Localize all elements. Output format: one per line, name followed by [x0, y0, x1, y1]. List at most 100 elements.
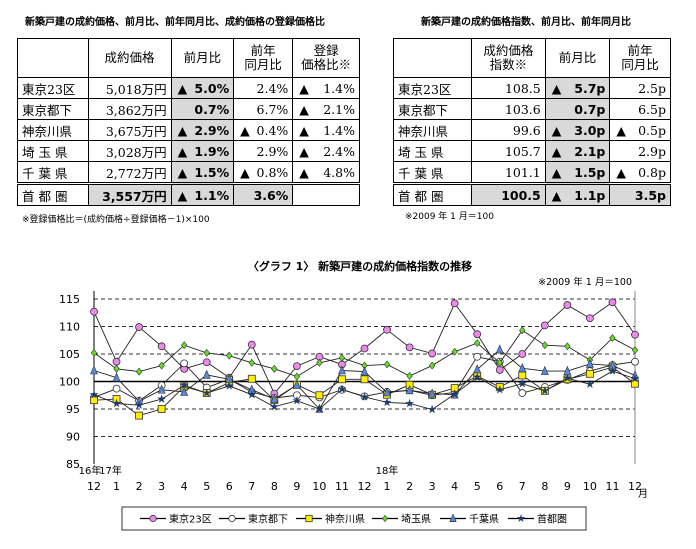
data-point-2: [518, 371, 527, 380]
legend-star-icon: [516, 514, 526, 523]
registered-ratio-cell-value: 2.1%: [323, 101, 355, 117]
area-cell: 千 葉 県: [17, 161, 89, 184]
x-tick-label: 8: [541, 480, 548, 493]
column-header: 成約価格: [87, 38, 172, 78]
negative-triangle-icon: ▲: [551, 143, 562, 159]
data-point-0: [202, 358, 211, 367]
y-tick-label: 95: [66, 403, 80, 416]
data-point-5: [156, 394, 167, 404]
negative-triangle-icon: ▲: [551, 164, 562, 180]
mom-cell: ▲ 2.1p: [544, 140, 611, 162]
yoy-cell-value: 2.9p: [638, 143, 666, 159]
chart-title: 〈グラフ 1〉 新築戸建の成約価格指数の推移: [248, 259, 472, 273]
x-tick-label: 4: [451, 480, 458, 493]
column-header: 前月比: [170, 38, 235, 78]
data-point-3: [609, 334, 616, 343]
data-point-5: [224, 381, 234, 390]
negative-triangle-icon: ▲: [551, 80, 562, 96]
mom-cell: 0.7p: [544, 98, 611, 120]
table-row: 神奈川県 99.6 ▲ 3.0p ▲ 0.5p: [393, 119, 671, 141]
data-point-0: [112, 357, 121, 366]
data-point-5: [292, 395, 302, 405]
data-point-0: [90, 307, 98, 316]
negative-triangle-icon: ▲: [177, 80, 188, 96]
negative-triangle-icon: ▲: [177, 122, 188, 138]
table-row: 首 都 圏 3,557万円 ▲ 1.1% 3.6%: [17, 182, 360, 206]
index-cell-value: 108.5: [504, 80, 541, 96]
price-cell-value: 3,675万円: [105, 123, 167, 139]
table-row: 千 葉 県 2,772万円 ▲ 1.5% ▲ 0.8% ▲ 4.8%: [17, 161, 360, 184]
data-point-4: [180, 386, 189, 396]
year-label: 17年: [99, 464, 122, 477]
data-point-3: [271, 364, 278, 373]
data-point-5: [517, 378, 527, 388]
table-row: 神奈川県 3,675万円 ▲ 2.9% ▲ 0.4% ▲ 1.4%: [17, 119, 360, 141]
table-row: 東京都下 3,862万円 0.7% 6.7% ▲ 2.1%: [17, 98, 360, 120]
index-cell-value: 103.6: [504, 101, 541, 117]
data-point-5: [495, 384, 505, 394]
area-cell: 東京23区: [393, 77, 472, 99]
data-point-2: [586, 369, 594, 378]
area-cell: 首 都 圏: [17, 182, 89, 206]
area-cell: 東京23区: [17, 77, 89, 99]
column-header: 前年 同月比: [233, 38, 294, 78]
negative-triangle-icon: ▲: [299, 80, 309, 96]
data-point-4: [202, 369, 211, 379]
mom-cell: ▲ 1.5%: [170, 161, 235, 184]
y-tick-label: 115: [59, 293, 80, 306]
yoy-cell-value: 2.5p: [638, 80, 666, 96]
index-cell-value: 105.7: [504, 143, 541, 159]
x-tick-label: 2: [136, 480, 143, 493]
data-point-3: [293, 372, 301, 381]
y-tick-label: 85: [66, 458, 80, 471]
registered-ratio-cell: ▲ 1.4%: [292, 119, 360, 141]
data-point-5: [337, 384, 347, 394]
table-row: 首 都 圏 100.5 ▲ 1.1p 3.5p: [393, 182, 671, 206]
data-point-5: [427, 404, 437, 414]
data-point-5: [562, 373, 573, 383]
data-point-3: [564, 342, 571, 351]
data-point-5: [382, 397, 392, 407]
data-point-4: [428, 388, 437, 398]
x-tick-label: 1: [113, 480, 120, 493]
data-point-3: [248, 358, 255, 367]
yoy-cell-value: 0.8%: [256, 164, 289, 180]
data-point-3: [428, 361, 436, 370]
data-point-1: [112, 384, 121, 393]
legend-label: 首都圏: [537, 513, 567, 526]
data-point-0: [292, 362, 301, 370]
yoy-cell-value: 2.9%: [256, 143, 289, 159]
index-cell: 101.1: [470, 161, 546, 184]
mom-cell: ▲ 1.9%: [170, 140, 235, 162]
x-tick-label: 2: [406, 480, 413, 493]
yoy-cell: 3.6%: [233, 182, 294, 206]
data-point-5: [89, 389, 99, 399]
column-header: 前年 同月比: [609, 38, 671, 78]
yoy-cell-value: 2.4%: [256, 80, 289, 96]
legend-label: 神奈川県: [325, 513, 365, 526]
chart-note: ※2009 年 1 月＝100: [538, 276, 632, 288]
negative-triangle-icon: ▲: [240, 122, 250, 138]
yoy-cell: 2.9%: [233, 140, 294, 162]
data-point-4: [540, 365, 549, 375]
data-point-5: [111, 398, 122, 408]
x-tick-label: 3: [158, 480, 165, 493]
legend-diamond-icon: [382, 514, 388, 523]
registered-ratio-cell: ▲ 2.1%: [292, 98, 360, 120]
mom-cell-value: 3.0p: [574, 122, 606, 138]
mom-cell: ▲ 1.1p: [544, 182, 611, 206]
index-cell: 100.5: [470, 182, 546, 206]
data-point-0: [428, 349, 437, 358]
legend-square-icon: [305, 514, 313, 523]
price-table: 成約価格 前月比 前年 同月比 登録 価格比※ 東京23区 5,018万円 ▲ 5.0% 2.4% ▲…: [17, 38, 360, 206]
x-tick-label: 6: [496, 480, 503, 493]
data-point-0: [586, 314, 594, 323]
data-point-2: [157, 405, 166, 413]
data-point-3: [338, 353, 346, 362]
data-point-5: [269, 401, 279, 411]
data-point-2: [90, 396, 98, 405]
mom-cell-value: 1.9%: [194, 143, 230, 159]
area-cell-value: 首 都 圏: [22, 188, 68, 204]
registered-ratio-cell-value: 1.4%: [323, 80, 355, 96]
index-cell: 99.6: [470, 119, 546, 141]
